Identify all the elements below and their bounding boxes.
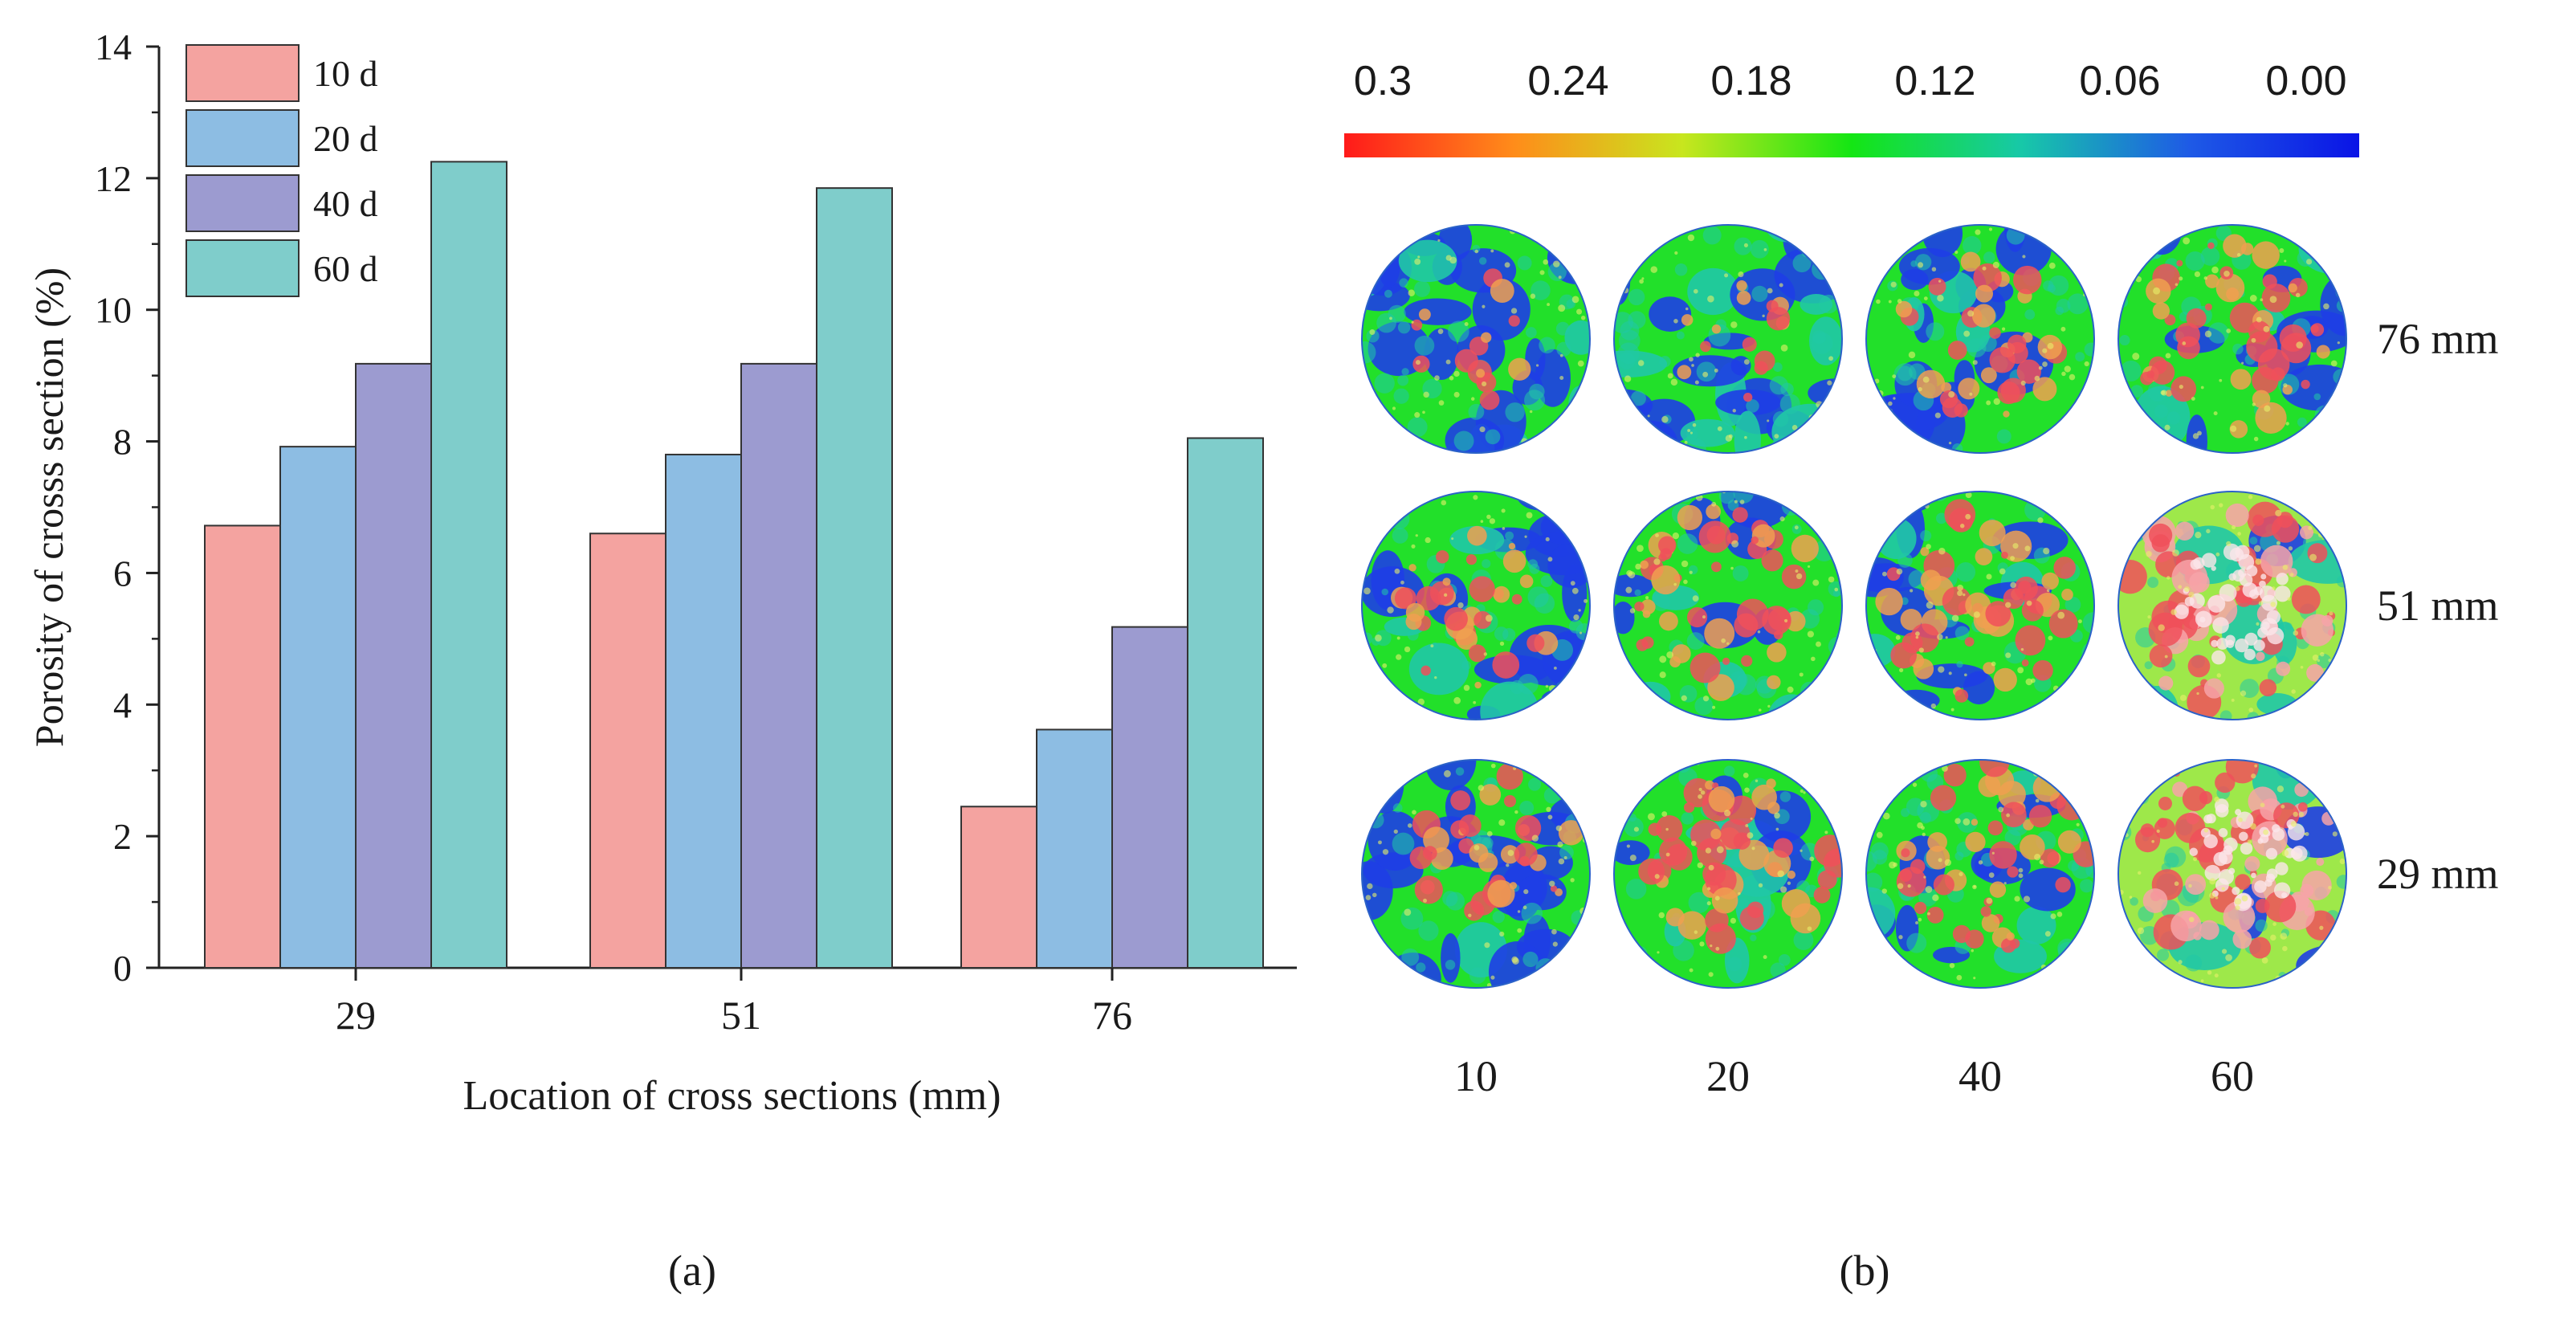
porosity-map-76mm-40 bbox=[1866, 225, 2094, 453]
porosity-map-outline bbox=[1613, 759, 1843, 989]
bar-10d-51 bbox=[589, 532, 666, 969]
porosity-map-51mm-10 bbox=[1362, 492, 1590, 720]
porosity-map-76mm-10 bbox=[1362, 225, 1590, 453]
legend-label: 60 d bbox=[313, 248, 378, 289]
heatmap-panel: 0.3 0.24 0.18 0.12 0.06 0.00 76 mm 51 mm 29 mm 10… bbox=[1344, 58, 2499, 1295]
legend-swatch bbox=[185, 174, 300, 232]
legend-swatch bbox=[185, 109, 300, 167]
legend-swatch bbox=[185, 239, 300, 297]
porosity-map-outline bbox=[2117, 224, 2347, 454]
y-tick-label: 12 bbox=[95, 158, 132, 199]
bar-60d-51 bbox=[816, 187, 893, 969]
bar-20d-51 bbox=[665, 453, 742, 969]
y-tick-label: 8 bbox=[113, 422, 132, 463]
bar-20d-76 bbox=[1036, 728, 1113, 969]
y-tick-label: 10 bbox=[95, 290, 132, 331]
y-tick-label: 14 bbox=[95, 27, 132, 67]
porosity-map-29mm-40 bbox=[1866, 760, 2094, 988]
porosity-map-outline bbox=[1361, 759, 1591, 989]
porosity-map-outline bbox=[1361, 491, 1591, 720]
row-label: 76 mm bbox=[2377, 315, 2499, 363]
x-tick-label: 29 bbox=[336, 993, 376, 1038]
colorbar-tick-label: 0.06 bbox=[2079, 58, 2160, 104]
porosity-map-51mm-60 bbox=[2118, 492, 2346, 720]
column-label: 60 bbox=[2211, 1052, 2254, 1100]
panel-label-a: (a) bbox=[668, 1246, 716, 1295]
porosity-map-outline bbox=[1865, 491, 2095, 720]
column-label: 20 bbox=[1706, 1052, 1750, 1100]
panel-label-b: (b) bbox=[1840, 1246, 1890, 1295]
y-tick-label: 2 bbox=[113, 816, 132, 857]
bar-10d-29 bbox=[204, 524, 281, 969]
porosity-map-outline bbox=[1865, 224, 2095, 454]
bar-40d-51 bbox=[740, 362, 817, 969]
porosity-map-51mm-20 bbox=[1614, 492, 1842, 720]
porosity-map-29mm-60 bbox=[2118, 760, 2346, 988]
porosity-map-outline bbox=[1865, 759, 2095, 989]
porosity-map-outline bbox=[1361, 224, 1591, 454]
row-label: 51 mm bbox=[2377, 581, 2499, 630]
porosity-map-76mm-60 bbox=[2118, 225, 2346, 453]
bar-40d-29 bbox=[355, 362, 432, 969]
x-tick-label: 76 bbox=[1092, 993, 1132, 1038]
legend-label: 10 d bbox=[313, 53, 378, 94]
colorbar-tick-label: 0.00 bbox=[2265, 58, 2346, 104]
y-axis-title: Porosity of crosss section (%) bbox=[26, 267, 71, 747]
x-axis-title: Location of cross sections (mm) bbox=[463, 1073, 1001, 1119]
bar-20d-29 bbox=[279, 446, 357, 969]
colorbar-tick-label: 0.3 bbox=[1354, 58, 1412, 104]
colorbar-tick-label: 0.24 bbox=[1527, 58, 1608, 104]
legend-label: 40 d bbox=[313, 183, 378, 224]
bar-60d-29 bbox=[430, 161, 507, 969]
porosity-map-51mm-40 bbox=[1866, 492, 2094, 720]
bar-60d-76 bbox=[1187, 437, 1264, 969]
x-tick-label: 51 bbox=[721, 993, 761, 1038]
porosity-map-outline bbox=[2117, 759, 2347, 989]
porosity-map-29mm-20 bbox=[1614, 760, 1842, 988]
legend-label: 20 d bbox=[313, 118, 378, 159]
porosity-map-outline bbox=[1613, 491, 1843, 720]
bar-10d-76 bbox=[960, 806, 1037, 969]
porosity-map-outline bbox=[2117, 491, 2347, 720]
porosity-map-76mm-20 bbox=[1614, 225, 1842, 453]
column-label: 40 bbox=[1958, 1052, 2002, 1100]
legend-swatch bbox=[185, 44, 300, 102]
colorbar-tick-label: 0.18 bbox=[1710, 58, 1791, 104]
row-label: 29 mm bbox=[2377, 850, 2499, 898]
y-tick-label: 0 bbox=[113, 948, 132, 989]
porosity-map-outline bbox=[1613, 224, 1843, 454]
colorbar bbox=[1344, 133, 2359, 157]
bar-40d-76 bbox=[1111, 626, 1188, 969]
porosity-map-29mm-10 bbox=[1362, 760, 1590, 988]
bar-chart-panel: 0 2 4 6 8 10 12 14 29 51 76 Location of cross secti… bbox=[26, 27, 1297, 1295]
y-tick-label: 4 bbox=[113, 684, 132, 725]
colorbar-tick-label: 0.12 bbox=[1894, 58, 1975, 104]
y-tick-label: 6 bbox=[113, 553, 132, 594]
column-label: 10 bbox=[1454, 1052, 1498, 1100]
